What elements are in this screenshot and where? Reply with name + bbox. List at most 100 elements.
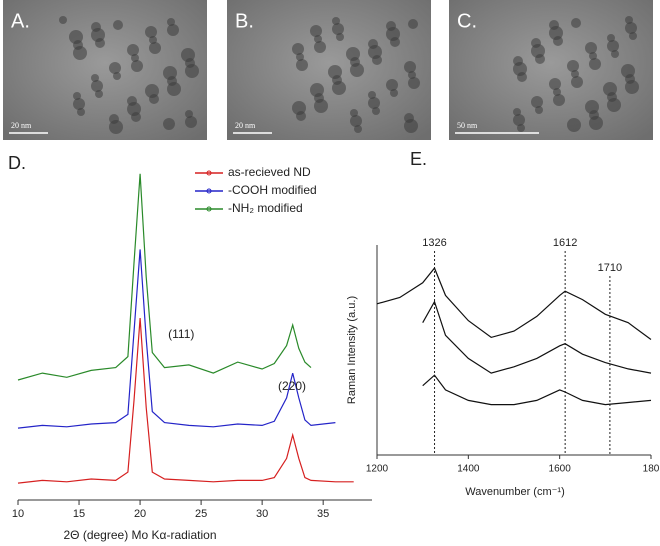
x-tick-label: 1600 (549, 464, 572, 475)
particle (131, 60, 143, 72)
panel-label: B. (235, 10, 254, 32)
particle (167, 18, 175, 26)
spectrum-line (422, 300, 652, 374)
particle (145, 26, 157, 38)
panel-label: E. (410, 149, 427, 169)
particle (567, 118, 581, 132)
particle (73, 92, 81, 100)
particle (531, 96, 543, 108)
x-axis-label: 2Θ (degree) Mo Kα-radiation (63, 528, 216, 542)
panel-label: D. (8, 153, 26, 173)
particle (571, 76, 583, 88)
x-tick-label: 180 (643, 464, 660, 475)
spectrum-line (17, 173, 312, 381)
legend-marker (206, 206, 212, 212)
particle (163, 66, 177, 80)
particle (621, 64, 635, 78)
legend-label: -COOH modified (228, 183, 317, 197)
particle (625, 16, 633, 24)
particle (109, 114, 119, 124)
particle (567, 60, 579, 72)
particle (310, 83, 324, 97)
particle (513, 108, 521, 116)
x-tick-label: 20 (134, 508, 146, 520)
x-tick-label: 30 (256, 508, 268, 520)
reference-label: 1612 (553, 237, 577, 249)
particle (553, 94, 565, 106)
particle (386, 21, 396, 31)
scale-bar-label: 20 nm (11, 121, 32, 130)
peak-annotation: (111) (168, 327, 194, 341)
tem-image (3, 0, 207, 140)
x-tick-label: 1400 (457, 464, 480, 475)
particle (149, 42, 161, 54)
particle (607, 40, 619, 52)
particle (386, 79, 398, 91)
particle (513, 56, 523, 66)
particle (328, 65, 342, 79)
scale-bar-label: 50 nm (457, 121, 478, 130)
particle (296, 59, 308, 71)
particle (603, 82, 617, 96)
particle (408, 19, 418, 29)
particle (181, 48, 195, 62)
peak-annotation: (220) (278, 379, 306, 393)
x-tick-label: 25 (195, 508, 207, 520)
particle (109, 62, 121, 74)
particle (346, 47, 360, 61)
reference-label: 1710 (598, 262, 622, 274)
x-tick-label: 15 (73, 508, 85, 520)
x-tick-label: 10 (12, 508, 24, 520)
spectrum-line (422, 374, 652, 406)
legend-marker (206, 188, 212, 194)
particle (368, 91, 376, 99)
particle (292, 43, 304, 55)
particle (332, 23, 344, 35)
particle (91, 22, 101, 32)
scale-bar-label: 20 nm (235, 121, 256, 130)
legend-label: -NH₂ modified (228, 201, 303, 215)
particle (408, 77, 420, 89)
particle (585, 42, 597, 54)
particle (167, 24, 179, 36)
particle (292, 101, 306, 115)
particle (585, 100, 599, 114)
particle (368, 39, 378, 49)
y-axis-label: Raman Intensity (a.u.) (346, 296, 358, 404)
particle (163, 118, 175, 130)
legend-label: as-recieved ND (228, 165, 311, 179)
particle (589, 58, 601, 70)
particle (73, 98, 85, 110)
particle (113, 20, 123, 30)
particle (549, 78, 561, 90)
particle (549, 20, 559, 30)
particle (607, 34, 615, 42)
legend-marker (206, 170, 212, 176)
particle (571, 18, 581, 28)
spectrum-line (17, 249, 336, 429)
spectrum-line (17, 318, 354, 484)
particle (314, 41, 326, 53)
panel-label: A. (11, 10, 30, 32)
particle (513, 114, 525, 126)
particle (127, 44, 139, 56)
particle (310, 25, 322, 37)
particle (404, 61, 416, 73)
particle (145, 84, 159, 98)
x-tick-label: 35 (317, 508, 329, 520)
reference-label: 1326 (422, 237, 446, 249)
particle (185, 116, 197, 128)
particle (69, 30, 83, 44)
particle (91, 74, 99, 82)
particle (625, 22, 637, 34)
x-axis-label: Wavenumber (cm⁻¹) (465, 486, 565, 498)
particle (368, 97, 380, 109)
particle (531, 38, 541, 48)
spectrum-line (376, 266, 652, 340)
particle (350, 109, 358, 117)
x-tick-label: 1200 (366, 464, 389, 475)
particle (127, 96, 137, 106)
panel-label: C. (457, 10, 477, 32)
